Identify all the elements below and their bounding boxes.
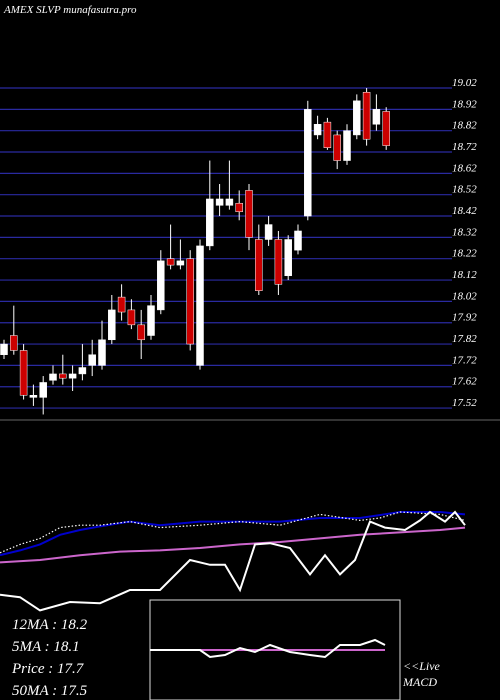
macd-label: MACD [402,675,437,689]
candle-body [372,109,381,125]
candle-body [313,124,322,136]
candle-body [108,309,116,341]
y-tick-label: 18.62 [452,162,477,174]
y-tick-label: 17.72 [452,354,477,366]
candle-body [255,239,263,291]
legend-text: 5MA : 18.1 [12,639,80,655]
candle-body [206,198,214,247]
candle-body [264,224,273,240]
candle-body [59,373,67,379]
candle-body [196,245,204,366]
candle-body [88,354,96,366]
candle-body [294,230,302,251]
candle-body [343,130,351,161]
candle-body [0,343,8,355]
candle-body [245,190,253,238]
y-tick-label: 18.52 [452,184,477,196]
candle-body [215,198,224,206]
candle-body [333,134,341,161]
y-tick-label: 17.52 [452,397,477,409]
candle-body [382,111,390,146]
y-tick-label: 17.92 [452,312,477,324]
indicator-line [0,526,466,564]
candle-body [166,258,175,266]
y-tick-label: 18.92 [452,98,477,110]
candle-body [19,350,28,396]
candle-body [157,260,165,311]
legend-text: Price : 17.7 [11,661,85,677]
candle-body [323,121,332,148]
candle-body [98,339,106,366]
candle-body [274,239,283,285]
candle-body [304,109,312,217]
indicator-line [150,638,386,659]
indicator-line [0,510,466,612]
candle-body [127,309,136,326]
y-tick-label: 18.82 [452,120,477,132]
y-tick-label: 18.22 [452,248,477,260]
macd-label: <<Live [403,659,441,673]
y-tick-label: 18.42 [452,205,477,217]
candle-body [137,324,145,341]
candle-body [10,335,18,351]
candle-body [78,367,87,375]
legend-text: 50MA : 17.5 [12,683,88,699]
y-tick-label: 19.02 [452,77,477,89]
y-tick-label: 18.02 [452,290,477,302]
candle-body [147,305,155,336]
chart-title: AMEX SLVP munafasutra.pro [3,4,137,16]
candle-body [353,100,361,136]
y-tick-label: 18.12 [452,269,477,281]
indicator-line [0,511,466,557]
candle-body [362,92,371,140]
candle-body [68,373,77,379]
y-tick-label: 18.72 [452,141,477,153]
candle-body [49,373,57,381]
y-tick-label: 17.82 [452,333,477,345]
candle-body [186,258,194,345]
y-tick-label: 17.62 [452,376,477,388]
candle-body [225,198,234,206]
candle-body [284,239,292,277]
candle-body [39,382,47,398]
candle-body [176,260,185,266]
y-tick-label: 18.32 [452,226,477,238]
candle-body [235,202,243,213]
indicator-line [0,511,466,554]
legend-text: 12MA : 18.2 [12,617,88,633]
candle-body [117,296,126,313]
candle-body [29,395,38,398]
